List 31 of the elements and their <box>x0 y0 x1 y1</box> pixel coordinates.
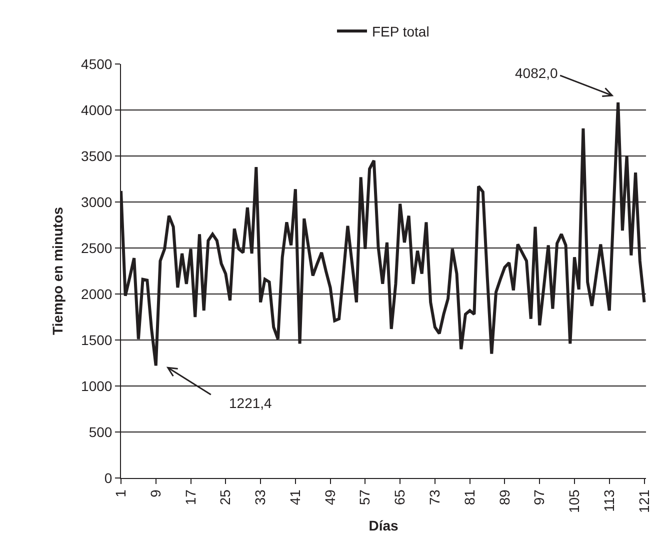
y-tick-label: 1500 <box>81 332 112 348</box>
y-tick-label: 3000 <box>81 194 112 210</box>
annotation: 1221,4 <box>229 395 272 411</box>
x-tick-label: 33 <box>252 489 268 506</box>
x-tick-label: 49 <box>322 489 338 506</box>
x-tick-label: 113 <box>600 489 617 512</box>
legend-label: FEP total <box>372 24 430 40</box>
y-tick-label: 1000 <box>81 378 112 394</box>
y-axis-title: Tiempo en minutos <box>50 206 66 336</box>
y-tick-label: 4000 <box>81 102 112 118</box>
y-tick-label: 500 <box>88 424 112 440</box>
x-tick-label: 57 <box>356 489 373 506</box>
x-axis-title: Días <box>368 517 398 534</box>
x-tick-label: 1 <box>112 489 129 498</box>
annotation: 4082,0 <box>515 65 558 81</box>
y-tick-label: 2000 <box>81 286 112 302</box>
x-tick-label: 73 <box>426 489 442 506</box>
x-tick-label: 25 <box>217 489 234 506</box>
x-tick-label: 17 <box>182 489 198 506</box>
x-tick-label: 41 <box>286 489 303 506</box>
x-tick-label: 65 <box>392 489 408 506</box>
y-tick-label: 3500 <box>81 148 112 164</box>
y-tick-label: 0 <box>104 470 112 486</box>
x-tick-label: 81 <box>461 489 478 506</box>
x-tick-label: 105 <box>566 489 582 513</box>
y-tick-label: 4500 <box>81 56 112 72</box>
x-tick-label: 89 <box>496 489 512 506</box>
x-tick-label: 97 <box>531 489 548 506</box>
y-tick-label: 2500 <box>81 240 112 256</box>
x-tick-label: 9 <box>147 489 164 498</box>
x-tick-label: 121 <box>636 489 652 513</box>
